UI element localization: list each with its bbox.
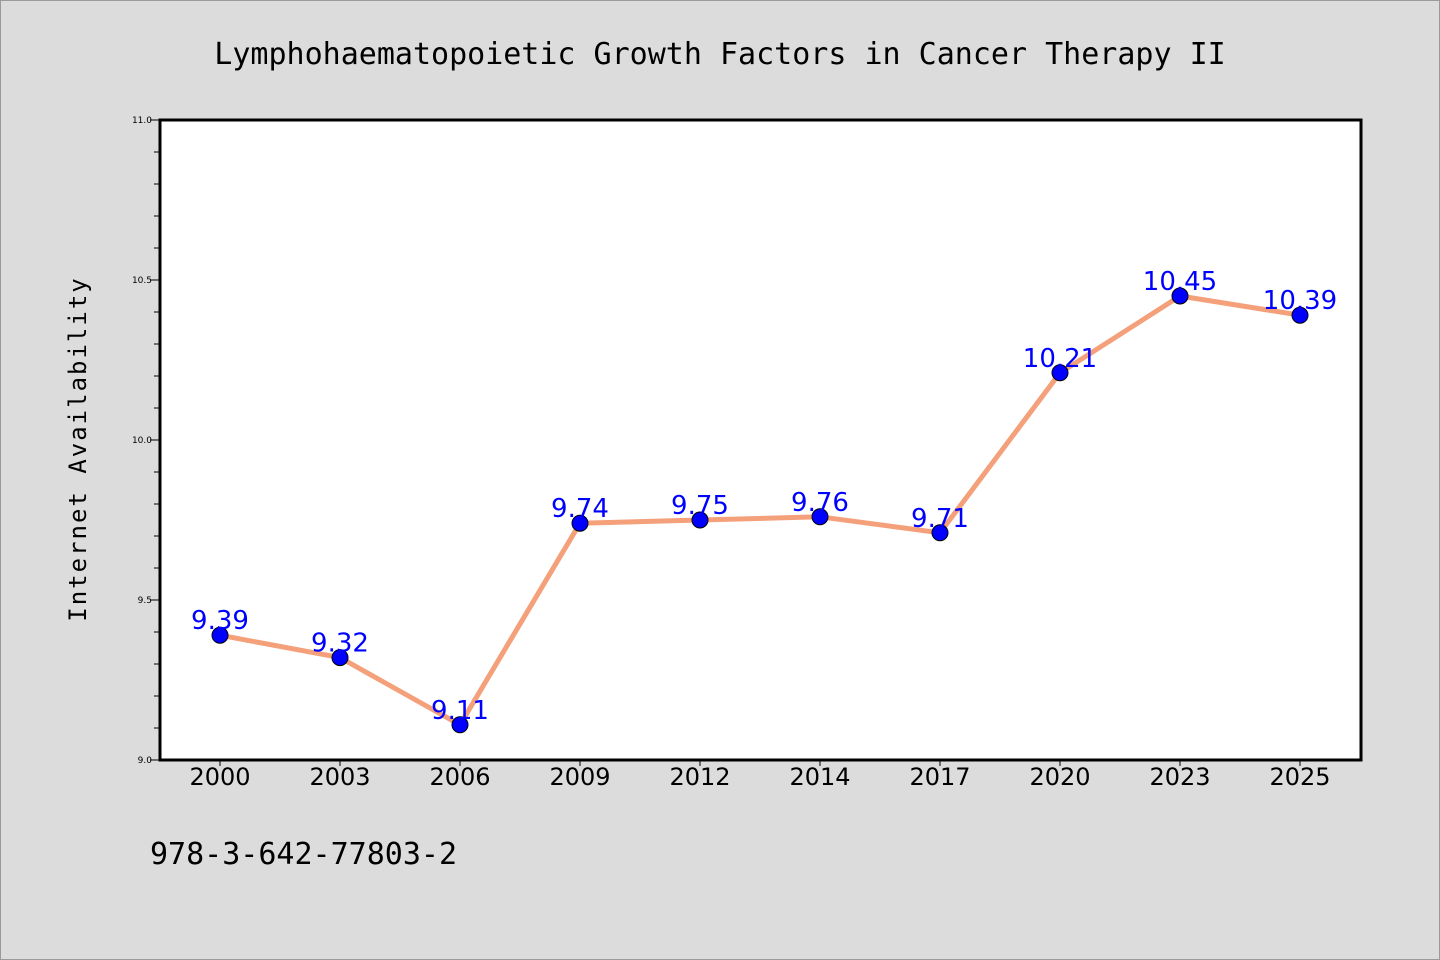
data-point [331, 649, 349, 667]
y-tick-label: 11.0 [132, 116, 152, 126]
data-point [451, 716, 469, 734]
data-point [691, 511, 709, 529]
data-point [211, 626, 229, 644]
data-label: 9.74 [551, 494, 609, 524]
data-label: 9.75 [671, 491, 729, 521]
data-label: 9.76 [791, 488, 849, 518]
x-tick-label: 2017 [909, 763, 970, 791]
data-label: 10.45 [1143, 267, 1217, 297]
data-point [931, 524, 949, 542]
plot-area [160, 120, 1361, 760]
data-point [1171, 287, 1189, 305]
x-tick-label: 2000 [189, 763, 250, 791]
footer-isbn: 978-3-642-77803-2 [150, 837, 457, 872]
data-label: 10.39 [1263, 286, 1337, 316]
x-tick-label: 2014 [789, 763, 850, 791]
x-tick-label: 2003 [309, 763, 370, 791]
plot-border [158, 118, 1363, 762]
x-tick-label: 2009 [549, 763, 610, 791]
y-tick-label: 10.0 [132, 436, 152, 446]
chart-title: Lymphohaematopoietic Growth Factors in C… [214, 37, 1225, 72]
x-tick-label: 2012 [669, 763, 730, 791]
y-axis-label: Internet Availability [64, 276, 92, 621]
y-tick-label: 10.5 [132, 276, 152, 286]
data-label: 10.21 [1023, 344, 1097, 374]
data-label: 9.39 [191, 606, 249, 636]
data-label: 9.11 [431, 696, 489, 726]
data-point [1291, 306, 1309, 324]
series-line [217, 293, 1303, 728]
x-tick-label: 2023 [1149, 763, 1210, 791]
data-labels: 9.39 9.32 9.11 9.74 9.75 9.76 9.71 10.21 10.45 10… [191, 267, 1337, 726]
series-group [211, 287, 1309, 734]
x-tick-label: 2020 [1029, 763, 1090, 791]
x-axis: 2000 2003 2006 2009 2012 2014 2017 2020 2023 2025 [189, 760, 1331, 791]
data-label: 9.71 [911, 504, 969, 534]
x-tick-label: 2025 [1269, 763, 1330, 791]
data-point [1051, 364, 1069, 382]
y-tick-label: 9.0 [138, 756, 153, 766]
data-point [811, 508, 829, 526]
x-tick-label: 2006 [429, 763, 490, 791]
data-point [571, 514, 589, 532]
data-label: 9.32 [311, 629, 369, 659]
y-tick-label: 9.5 [138, 596, 152, 606]
y-axis: 9.0 9.5 10.0 10.5 11.0 [132, 116, 160, 766]
